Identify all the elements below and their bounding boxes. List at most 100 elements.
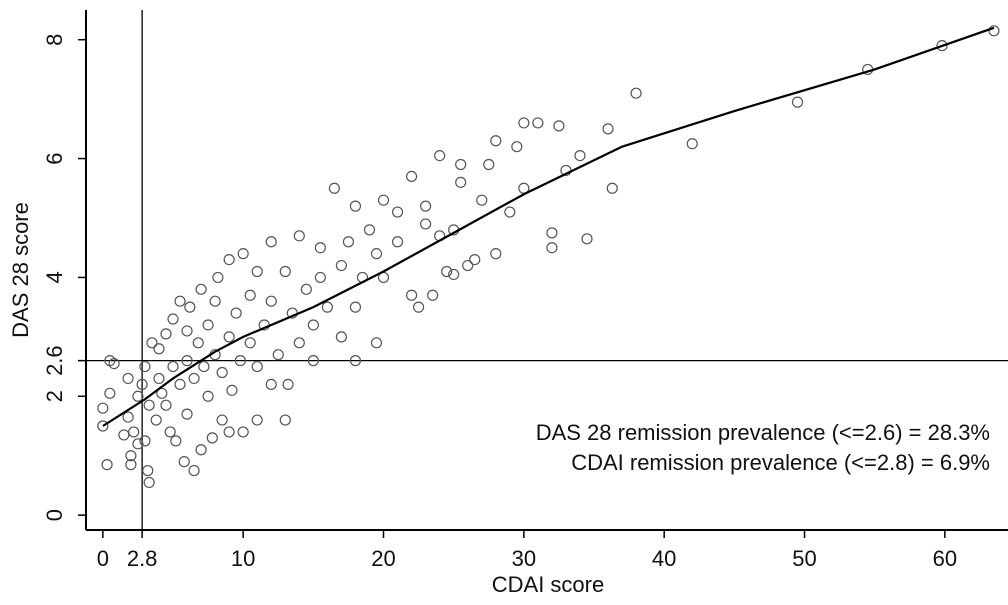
- point: [427, 289, 439, 301]
- point: [223, 426, 235, 438]
- point: [791, 96, 804, 108]
- point: [192, 337, 204, 349]
- point: [546, 227, 558, 239]
- point: [125, 459, 137, 471]
- point: [178, 456, 190, 468]
- point: [300, 283, 312, 295]
- point: [167, 360, 179, 373]
- fit-line: [102, 26, 995, 427]
- point: [420, 200, 432, 212]
- point: [118, 429, 130, 441]
- point: [363, 224, 376, 236]
- point: [581, 233, 593, 245]
- point: [206, 432, 218, 444]
- point: [455, 158, 467, 171]
- point: [244, 289, 256, 301]
- point: [342, 236, 355, 248]
- y-tick-label: 6: [42, 152, 67, 164]
- y-tick-label: 4: [42, 271, 67, 283]
- point: [223, 254, 235, 266]
- point: [143, 399, 155, 411]
- point: [511, 141, 523, 153]
- y-tick-label: 0: [42, 509, 67, 521]
- point: [282, 378, 294, 390]
- point: [184, 301, 196, 313]
- point: [553, 120, 565, 132]
- point: [686, 138, 698, 150]
- point: [377, 194, 390, 206]
- point: [216, 414, 228, 426]
- point: [230, 307, 242, 319]
- point: [97, 420, 109, 432]
- x-tick-label: 60: [933, 546, 957, 571]
- point: [455, 176, 467, 188]
- point: [97, 402, 109, 414]
- point: [335, 331, 348, 343]
- x-axis-label: CDAI score: [492, 572, 604, 597]
- point: [412, 301, 425, 313]
- point: [490, 248, 502, 260]
- point: [125, 450, 137, 462]
- point: [153, 372, 165, 385]
- point: [370, 248, 383, 260]
- y-tick-label: 8: [42, 34, 67, 46]
- point: [328, 182, 340, 194]
- point: [476, 194, 488, 206]
- point: [469, 254, 481, 266]
- point: [202, 319, 214, 331]
- point: [370, 337, 383, 349]
- point: [160, 328, 172, 340]
- point: [251, 414, 263, 426]
- point: [181, 325, 193, 337]
- point: [988, 25, 1000, 37]
- point: [139, 435, 151, 447]
- point: [237, 426, 249, 438]
- point: [132, 390, 144, 402]
- annotation: DAS 28 remission prevalence (<=2.6) = 28…: [536, 420, 990, 445]
- point: [198, 360, 210, 373]
- point: [167, 313, 179, 325]
- point: [349, 301, 362, 313]
- point: [108, 358, 120, 370]
- point: [174, 378, 186, 390]
- point: [139, 360, 151, 373]
- point: [122, 411, 134, 423]
- y-tick-label: 2: [42, 390, 67, 402]
- point: [174, 295, 186, 307]
- point: [314, 271, 326, 284]
- point: [405, 170, 418, 182]
- point: [490, 135, 502, 147]
- x-tick-label: 20: [371, 546, 395, 571]
- point: [606, 182, 618, 194]
- point: [335, 259, 348, 272]
- point: [293, 337, 305, 349]
- point: [314, 242, 326, 254]
- point: [349, 200, 362, 212]
- point: [223, 331, 235, 343]
- point: [462, 259, 474, 272]
- point: [434, 150, 446, 162]
- point: [160, 399, 172, 411]
- point: [153, 343, 165, 355]
- point: [164, 426, 176, 438]
- point: [279, 414, 291, 426]
- point: [349, 355, 362, 367]
- point: [251, 265, 263, 278]
- point: [216, 366, 228, 379]
- x-tick-label: 50: [792, 546, 816, 571]
- point: [630, 87, 642, 99]
- point: [532, 117, 544, 129]
- y-tick-label: 2.6: [42, 345, 67, 376]
- point: [136, 378, 148, 390]
- point: [101, 459, 113, 471]
- point: [518, 117, 530, 129]
- point: [307, 355, 319, 367]
- point: [188, 464, 200, 477]
- point: [251, 360, 263, 373]
- x-tick-label: 10: [231, 546, 255, 571]
- point: [234, 355, 246, 367]
- point: [150, 414, 162, 426]
- annotation: CDAI remission prevalence (<=2.8) = 6.9%: [571, 450, 990, 475]
- x-tick-label: 30: [512, 546, 536, 571]
